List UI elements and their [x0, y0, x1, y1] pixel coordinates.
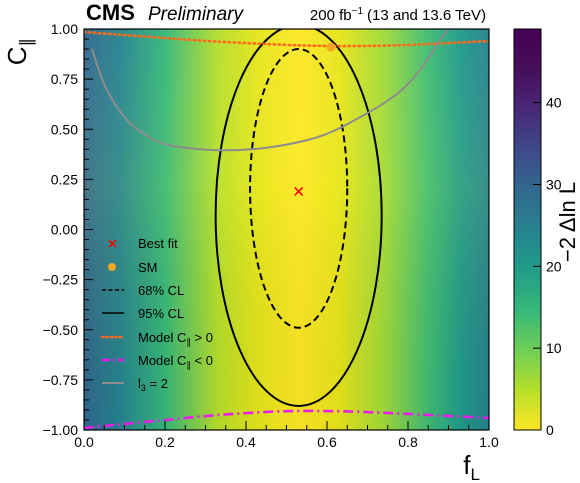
legend-model-c-negative-main: Model C [138, 353, 186, 368]
legend-model-c-positive-label: Model C∥ > 0 [138, 330, 213, 347]
lumi-value: 200 fb [310, 7, 352, 24]
status-label: Preliminary [148, 4, 245, 25]
curve-model-c-positive [84, 30, 489, 48]
legend-best-fit-symbol [108, 239, 117, 248]
y-tick-label: 1.00 [51, 21, 78, 37]
legend-95-cl: 95% CL [102, 306, 184, 321]
legend-model-c-negative-label: Model C∥ < 0 [138, 353, 213, 370]
energy-label: (13 and 13.6 TeV) [367, 7, 486, 24]
x-axis-ticks: 0.0 0.2 0.4 0.6 0.8 1.0 [74, 421, 499, 450]
y-axis-ticks: −1.00 −0.75 −0.50 −0.25 0.00 0.25 0.50 0.75 1.00 [43, 21, 93, 438]
best-fit-marker [294, 186, 304, 196]
y-axis-label-sub: ∥ [17, 38, 36, 47]
legend-sm-symbol [108, 263, 116, 271]
luminosity-label: 200 fb−1 (13 and 13.6 TeV) [310, 6, 486, 24]
legend-l3-label: l3 = 2 [138, 376, 168, 393]
legend-l3-tail: = 2 [146, 376, 168, 391]
x-tick-label: 0.6 [317, 434, 337, 450]
contour-68-cl [249, 48, 349, 329]
y-tick-label: −0.50 [43, 322, 79, 338]
colorbar-tick-label: 40 [546, 95, 562, 111]
plot-area [84, 29, 489, 430]
y-tick-label: 0.75 [51, 71, 78, 87]
y-tick-label: −1.00 [43, 422, 79, 438]
legend-l3: l3 = 2 [102, 376, 168, 393]
legend-l3-sub: 3 [141, 383, 146, 393]
y-axis-label-main: C [2, 47, 32, 66]
curve-model-c-negative [84, 409, 489, 430]
legend-sm: SM [108, 260, 158, 275]
heatmap-overlay [84, 29, 489, 430]
x-axis-label: fL [463, 450, 480, 483]
colorbar-tick-label: 30 [546, 176, 562, 192]
experiment-label: CMS [86, 0, 135, 25]
legend-sm-label: SM [138, 260, 158, 275]
best-fit-cross [294, 186, 304, 196]
legend: Best fit SM 68% CL 95% CL Model C∥ > 0 M… [100, 236, 213, 393]
legend-68-cl-label: 68% CL [138, 283, 184, 298]
y-axis-label: C∥ [2, 38, 36, 65]
legend-best-fit-label: Best fit [138, 236, 178, 251]
colorbar-label: −2 Δln L [555, 182, 580, 262]
legend-model-c-negative-tail: < 0 [191, 353, 213, 368]
colorbar-tick-label: 10 [546, 340, 562, 356]
curve-l3-equals-2 [91, 29, 450, 152]
contour-95-cl [214, 29, 383, 407]
legend-l3-main: l [138, 376, 141, 391]
legend-model-c-negative: Model C∥ < 0 [102, 353, 213, 370]
x-tick-label: 0.8 [398, 434, 418, 450]
x-axis-label-sub: L [471, 465, 480, 483]
y-tick-label: 0.00 [51, 222, 78, 238]
y-tick-label: −0.75 [43, 372, 79, 388]
lumi-exponent: −1 [352, 6, 364, 17]
legend-model-c-positive-main: Model C [138, 330, 186, 345]
legend-model-c-negative-sub: ∥ [186, 360, 191, 370]
x-tick-label: 0.2 [155, 434, 175, 450]
legend-best-fit: Best fit [108, 236, 178, 251]
x-tick-label: 1.0 [479, 434, 499, 450]
y-tick-label: 0.50 [51, 121, 78, 137]
colorbar: 0 10 20 30 40 −2 Δln L [513, 28, 580, 438]
colorbar-tick-label: 20 [546, 258, 562, 274]
y-tick-label: −0.25 [43, 272, 79, 288]
sm-point-marker [326, 42, 336, 52]
y-tick-label: 0.25 [51, 171, 78, 187]
colorbar-gradient [514, 29, 541, 430]
x-tick-label: 0.4 [236, 434, 256, 450]
legend-68-cl: 68% CL [102, 283, 184, 298]
colorbar-frame [513, 28, 542, 431]
legend-95-cl-label: 95% CL [138, 306, 184, 321]
x-tick-label: 0.0 [74, 434, 94, 450]
x-axis-label-main: f [463, 450, 471, 480]
legend-model-c-positive-sub: ∥ [186, 337, 191, 347]
colorbar-ticks: 0 10 20 30 40 [533, 95, 562, 438]
legend-model-c-positive-tail: > 0 [191, 330, 213, 345]
legend-model-c-positive: Model C∥ > 0 [100, 330, 213, 347]
colorbar-tick-label: 0 [546, 422, 554, 438]
